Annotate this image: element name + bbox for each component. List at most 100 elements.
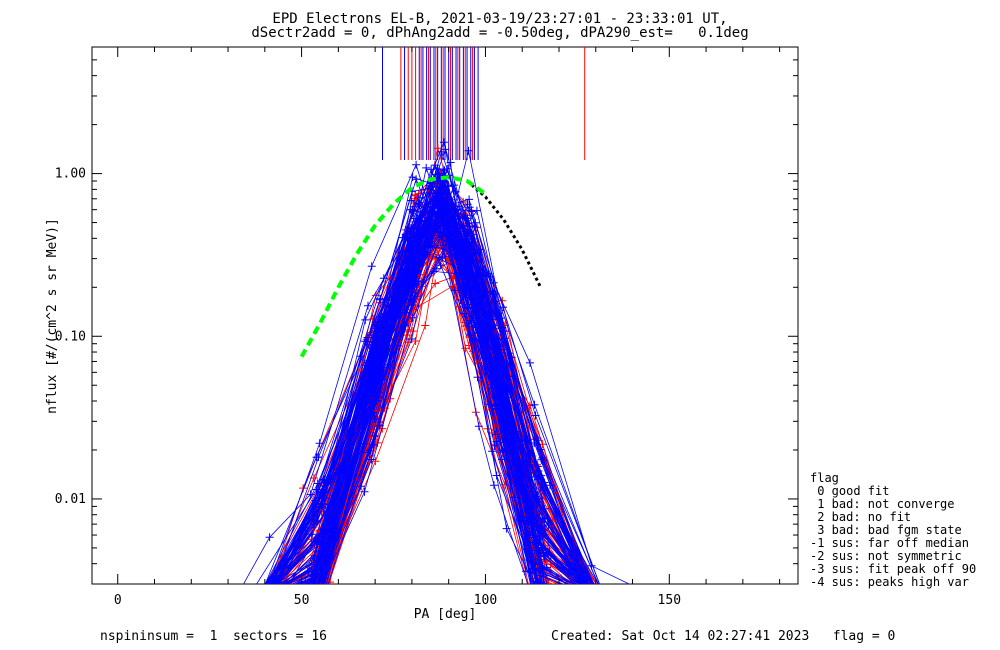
- data-point-plus: [205, 593, 213, 601]
- data-point-plus: [278, 593, 286, 601]
- data-point-plus: [596, 593, 604, 601]
- data-point-plus: [227, 593, 235, 601]
- data-point-plus: [213, 593, 221, 601]
- data-point-plus: [301, 523, 310, 532]
- data-point-plus: [199, 593, 207, 601]
- data-point-plus: [234, 593, 242, 601]
- data-point-plus: [233, 593, 241, 601]
- data-point-plus: [590, 593, 598, 601]
- data-point-plus: [263, 593, 271, 601]
- data-point-plus: [644, 593, 652, 601]
- data-point-plus: [261, 593, 269, 601]
- data-point-plus: [643, 593, 651, 601]
- data-point-plus: [207, 593, 215, 601]
- curve-line: [273, 226, 535, 584]
- data-point-plus: [647, 593, 655, 601]
- data-point-plus: [236, 593, 244, 601]
- data-point-plus: [206, 593, 214, 601]
- data-point-plus: [638, 593, 646, 601]
- data-point-plus: [229, 593, 237, 601]
- data-point-plus: [226, 593, 234, 601]
- data-point-plus: [319, 476, 328, 484]
- data-point-plus: [219, 593, 227, 601]
- data-point-plus: [257, 593, 265, 601]
- data-point-plus: [239, 593, 247, 601]
- data-point-plus: [433, 144, 442, 153]
- data-point-plus: [311, 587, 319, 595]
- data-point-plus: [267, 593, 275, 601]
- data-point-plus: [681, 593, 689, 601]
- data-point-plus: [259, 593, 267, 601]
- fit-curve-green: [299, 175, 487, 358]
- data-point-plus: [536, 593, 544, 601]
- data-point-plus: [592, 593, 600, 601]
- data-point-plus: [270, 593, 278, 601]
- data-point-plus: [589, 593, 597, 601]
- data-point-plus: [649, 593, 657, 601]
- data-point-plus: [583, 593, 591, 601]
- data-point-plus: [261, 593, 269, 601]
- data-point-plus: [635, 593, 643, 601]
- data-point-plus: [499, 447, 508, 456]
- data-point-plus: [316, 593, 324, 601]
- data-point-plus: [681, 593, 689, 601]
- data-point-plus: [593, 593, 601, 601]
- data-point-plus: [600, 593, 608, 601]
- data-point-plus: [592, 593, 600, 601]
- data-point-plus: [228, 593, 236, 601]
- data-point-plus: [635, 593, 643, 601]
- blue-pa-curve: [285, 171, 597, 601]
- data-point-plus: [633, 593, 641, 601]
- data-point-plus: [439, 241, 447, 250]
- data-point-plus: [257, 593, 265, 601]
- data-point-plus: [648, 593, 656, 601]
- data-point-plus: [236, 593, 244, 601]
- data-point-plus: [202, 593, 210, 601]
- data-point-plus: [262, 593, 270, 601]
- curve-line: [326, 270, 588, 584]
- data-point-plus: [601, 593, 609, 601]
- data-point-plus: [595, 593, 603, 601]
- data-point-plus: [640, 593, 648, 601]
- data-point-plus: [357, 482, 366, 491]
- data-point-plus: [310, 593, 318, 601]
- data-point-plus: [447, 213, 456, 221]
- data-point-plus: [206, 593, 214, 601]
- data-point-plus: [226, 593, 234, 601]
- data-point-plus: [451, 187, 460, 196]
- data-point-plus: [650, 593, 658, 601]
- data-point-plus: [583, 593, 591, 601]
- data-point-plus: [439, 138, 448, 147]
- data-point-plus: [646, 593, 654, 601]
- data-point-plus: [264, 593, 272, 601]
- data-point-plus: [202, 593, 210, 601]
- data-point-plus: [264, 593, 272, 601]
- data-point-plus: [596, 593, 604, 601]
- data-point-plus: [588, 593, 596, 601]
- data-point-plus: [545, 588, 553, 596]
- data-point-plus: [262, 593, 270, 601]
- data-point-plus: [231, 593, 239, 601]
- data-point-plus: [266, 593, 274, 601]
- footer-left: nspininsum = 1 sectors = 16: [100, 629, 327, 644]
- data-point-plus: [320, 574, 329, 583]
- data-point-plus: [207, 593, 215, 601]
- data-point-plus: [212, 593, 220, 601]
- data-point-plus: [682, 593, 690, 601]
- data-point-plus: [542, 593, 550, 601]
- data-point-plus: [205, 593, 213, 601]
- data-point-plus: [464, 146, 473, 155]
- data-point-plus: [263, 593, 271, 601]
- data-point-plus: [461, 344, 470, 353]
- data-point-plus: [434, 169, 443, 178]
- data-point-plus: [636, 593, 644, 601]
- data-point-plus: [194, 593, 202, 601]
- data-point-plus: [208, 593, 216, 601]
- data-point-plus: [253, 593, 261, 601]
- data-point-plus: [257, 593, 265, 601]
- data-point-plus: [226, 593, 234, 601]
- data-point-plus: [234, 593, 242, 601]
- data-point-plus: [642, 593, 650, 601]
- data-point-plus: [602, 593, 610, 601]
- red-pa-curve: [272, 206, 590, 584]
